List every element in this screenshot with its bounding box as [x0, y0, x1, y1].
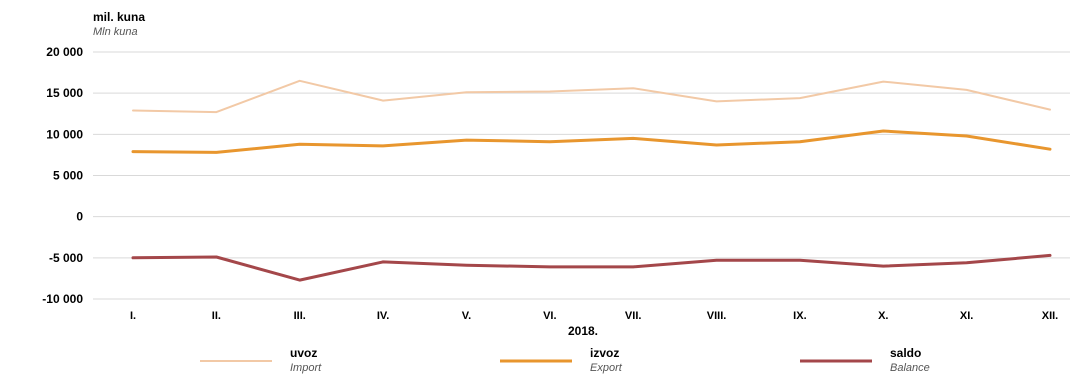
y-axis-ticks: 20 000 15 000 10 000 5 000 0 -5 000 -10 000 — [42, 45, 83, 306]
series-lines — [131, 79, 1052, 282]
y-tick-label: 0 — [76, 210, 83, 224]
x-tick-label: IX. — [793, 310, 806, 322]
legend-label-en-saldo: Balance — [890, 362, 930, 374]
x-tick-label: VI. — [543, 310, 556, 322]
y-tick-label: 20 000 — [46, 45, 83, 59]
y-tick-label: 15 000 — [46, 86, 83, 100]
x-tick-label: IV. — [377, 310, 389, 322]
x-tick-label: II. — [212, 310, 221, 322]
legend-label-en-uvoz: Import — [290, 362, 322, 374]
x-tick-label: XII. — [1042, 310, 1059, 322]
legend-label-saldo: saldo — [890, 346, 921, 360]
x-tick-label: V. — [462, 310, 471, 322]
y-tick-label: -10 000 — [42, 292, 83, 306]
x-axis-ticks: I. II. III. IV. V. VI. VII. VIII. IX. X. XI. XII. — [130, 310, 1058, 322]
series-line-uvoz — [132, 79, 1051, 114]
gridlines — [93, 51, 1070, 300]
legend: uvoz Import izvoz Export saldo Balance — [200, 346, 930, 374]
x-tick-label: VII. — [625, 310, 642, 322]
y-tick-label: 5 000 — [53, 169, 83, 183]
y-axis-title: mil. kuna — [93, 10, 145, 24]
x-tick-label: III. — [294, 310, 306, 322]
y-tick-label: -5 000 — [49, 251, 83, 265]
series-line-izvoz — [131, 129, 1052, 154]
x-tick-label: VIII. — [707, 310, 727, 322]
legend-label-en-izvoz: Export — [590, 362, 623, 374]
y-axis-title-en: Mln kuna — [93, 26, 138, 38]
legend-label-izvoz: izvoz — [590, 346, 619, 360]
x-tick-label: XI. — [960, 310, 973, 322]
series-line-saldo — [131, 253, 1052, 282]
legend-label-uvoz: uvoz — [290, 346, 317, 360]
x-axis-title: 2018. — [568, 324, 598, 338]
x-tick-label: X. — [878, 310, 888, 322]
x-tick-label: I. — [130, 310, 136, 322]
y-tick-label: 10 000 — [46, 127, 83, 141]
